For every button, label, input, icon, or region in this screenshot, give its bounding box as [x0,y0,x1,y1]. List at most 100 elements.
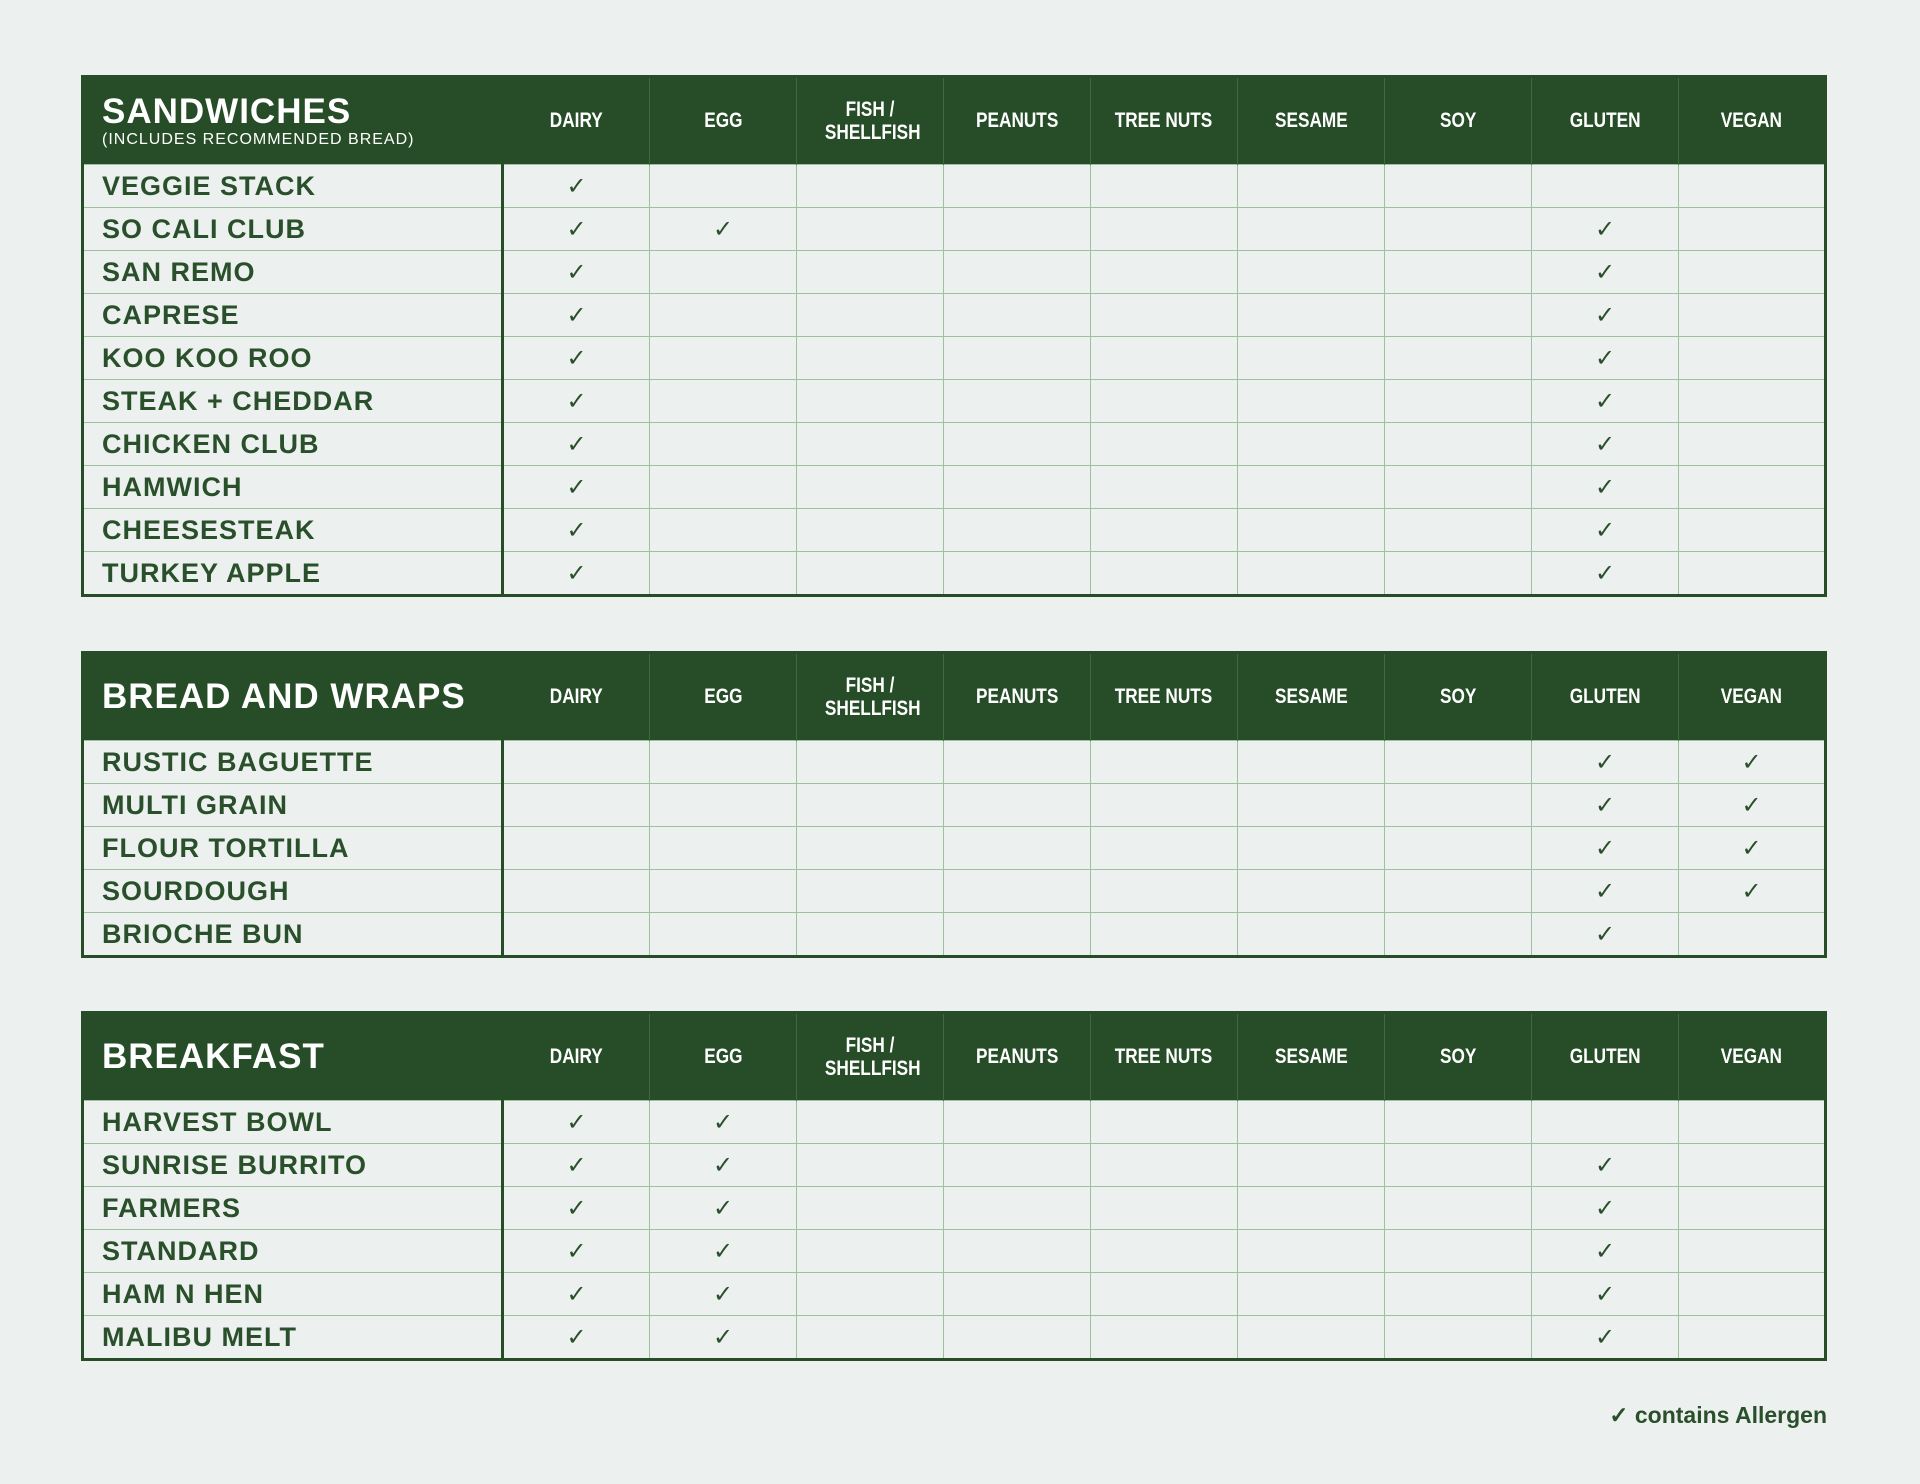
column-header: SESAME [1237,76,1385,165]
allergen-cell: ✓ [649,1100,797,1144]
column-header-label: TREE NUTS [1115,685,1213,709]
table-row: STEAK + CHEDDAR ✓ ✓ [82,379,1826,423]
allergen-cell [1384,1100,1532,1144]
allergen-cell: ✓ [502,422,650,466]
allergen-cell [649,869,797,913]
column-header: TREE NUTS [1090,76,1238,165]
allergen-cell: ✓ [502,551,650,596]
header-row: SANDWICHES (INCLUDES RECOMMENDED BREAD) DA… [82,76,1826,165]
allergen-cell [649,783,797,827]
allergen-cell [1237,422,1385,466]
allergen-cell [943,336,1091,380]
allergen-cell: ✓ [502,1143,650,1187]
column-header: DAIRY [502,1012,650,1101]
allergen-cell: ✓ [649,1272,797,1316]
item-name: CHICKEN CLUB [82,422,504,466]
check-icon: ✓ [1594,344,1616,372]
section-title: BREAKFAST [82,1012,504,1101]
allergen-cell [1678,1186,1826,1230]
check-icon: ✓ [712,1151,734,1179]
allergen-cell: ✓ [1678,783,1826,827]
column-header: PEANUTS [943,76,1091,165]
allergen-cell [796,1229,944,1273]
item-name: SO CALI CLUB [82,207,504,251]
check-icon: ✓ [566,559,587,587]
allergen-cell: ✓ [502,1315,650,1360]
allergen-cell [1384,826,1532,870]
allergen-cell [649,164,797,208]
section-title-text: BREAKFAST [102,1036,325,1076]
check-icon: ✓ [712,1237,734,1265]
item-name: HAMWICH [82,465,504,509]
allergen-cell [1678,465,1826,509]
column-header-label: DAIRY [550,1045,603,1069]
column-header: PEANUTS [943,652,1091,741]
allergen-cell: ✓ [1531,551,1679,596]
column-header-label: GLUTEN [1569,685,1641,709]
check-icon: ✓ [712,1280,734,1308]
column-header-label: VEGAN [1720,685,1783,709]
allergen-cell: ✓ [649,1186,797,1230]
allergen-cell [1384,207,1532,251]
allergen-cell: ✓ [1531,1143,1679,1187]
item-name: VEGGIE STACK [82,164,504,208]
allergen-cell [1090,1186,1238,1230]
allergen-cell: ✓ [502,293,650,337]
allergen-cell [649,508,797,552]
allergen-cell [1237,912,1385,957]
allergen-cell [1237,250,1385,294]
column-header: FISH / SHELLFISH [796,76,944,165]
allergen-cell [943,551,1091,596]
column-header: GLUTEN [1531,1012,1679,1101]
column-header-label: SESAME [1274,1045,1348,1069]
check-icon: ✓ [1594,473,1616,501]
header-row: BREAD AND WRAPS DAIRY EGG FISH / SHELLFISH P… [82,652,1826,741]
allergen-cell [1237,508,1385,552]
allergen-cell [502,740,650,784]
allergen-cell [796,869,944,913]
allergen-cell [796,508,944,552]
allergen-cell: ✓ [1531,826,1679,870]
allergen-cell [502,912,650,957]
column-header: SESAME [1237,1012,1385,1101]
column-header-label: SOY [1439,109,1477,133]
check-icon: ✓ [566,1280,587,1308]
allergen-cell [1678,293,1826,337]
column-header-label: PEANUTS [975,1045,1059,1069]
column-header-label: GLUTEN [1569,1045,1641,1069]
allergen-cell: ✓ [1531,912,1679,957]
allergen-cell [796,164,944,208]
allergen-cell [1678,508,1826,552]
allergen-cell [502,783,650,827]
check-icon: ✓ [1594,877,1616,905]
allergen-cell [943,164,1091,208]
item-name: STANDARD [82,1229,504,1273]
check-icon: ✓ [1594,1280,1616,1308]
allergen-cell [1678,1100,1826,1144]
allergen-cell [1090,1315,1238,1360]
allergen-cell: ✓ [1531,740,1679,784]
allergen-cell: ✓ [502,1229,650,1273]
column-header-label: GLUTEN [1569,109,1641,133]
allergen-cell: ✓ [1678,826,1826,870]
allergen-cell [1090,1229,1238,1273]
allergen-cell [1384,164,1532,208]
column-header-label: TREE NUTS [1115,109,1213,133]
column-header-label: PEANUTS [975,109,1059,133]
allergen-cell [943,826,1091,870]
column-header-label: SOY [1439,1045,1477,1069]
allergen-cell: ✓ [1531,1272,1679,1316]
table-row: STANDARD ✓ ✓ ✓ [82,1229,1826,1273]
allergen-cell [1678,336,1826,380]
table-row: HAMWICH ✓ ✓ [82,465,1826,509]
allergen-cell [1090,379,1238,423]
allergen-cell [649,465,797,509]
table-row: TURKEY APPLE ✓ ✓ [82,551,1826,596]
allergen-cell: ✓ [649,1315,797,1360]
allergen-cell: ✓ [1531,783,1679,827]
table-row: HAM N HEN ✓ ✓ ✓ [82,1272,1826,1316]
item-name: KOO KOO ROO [82,336,504,380]
allergen-cell: ✓ [1678,740,1826,784]
allergen-cell [796,336,944,380]
allergen-cell: ✓ [1531,250,1679,294]
